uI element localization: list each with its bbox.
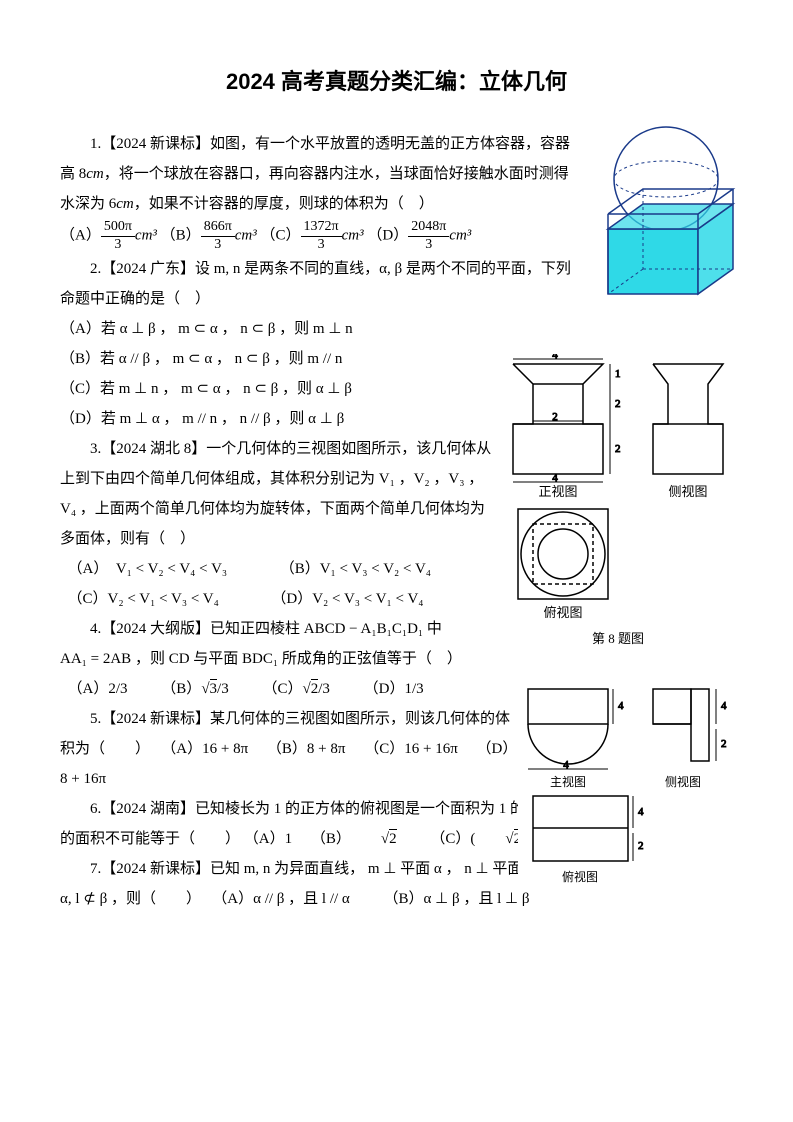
svg-text:4: 4 xyxy=(563,759,569,771)
svg-text:1: 1 xyxy=(615,368,621,380)
svg-text:4: 4 xyxy=(721,700,727,712)
figure-q3: 4 1 2 2 2 4 正视图 侧视图 俯视图 第 8 xyxy=(503,354,733,652)
svg-text:4: 4 xyxy=(552,472,558,484)
svg-text:2: 2 xyxy=(721,738,727,750)
svg-text:4: 4 xyxy=(552,354,558,361)
svg-text:俯视图: 俯视图 xyxy=(543,605,582,620)
svg-text:俯视图: 俯视图 xyxy=(562,869,598,884)
svg-text:2: 2 xyxy=(552,411,558,423)
svg-text:4: 4 xyxy=(618,700,624,712)
page-title: 2024 高考真题分类汇编：立体几何 xyxy=(60,60,733,104)
figure-q5: 4 4 4 2 主视图 侧视图 4 2 俯视图 xyxy=(518,684,733,886)
q2-A: （A）若 α ⊥ β ， m ⊂ α ， n ⊂ β ，则 m ⊥ n xyxy=(60,314,733,344)
svg-text:4: 4 xyxy=(638,806,644,818)
svg-text:2: 2 xyxy=(615,398,621,410)
figure-q1 xyxy=(588,124,743,309)
svg-text:2: 2 xyxy=(638,840,644,852)
svg-text:侧视图: 侧视图 xyxy=(668,484,707,499)
svg-text:主视图: 主视图 xyxy=(550,774,586,789)
svg-text:正视图: 正视图 xyxy=(538,484,577,499)
figure-q3-caption: 第 8 题图 xyxy=(503,626,733,652)
svg-text:侧视图: 侧视图 xyxy=(665,774,701,789)
svg-text:2: 2 xyxy=(615,443,621,455)
